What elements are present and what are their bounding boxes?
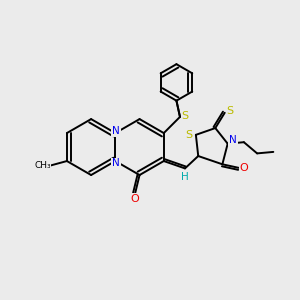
Text: CH₃: CH₃ [34, 161, 51, 170]
Text: O: O [131, 194, 140, 204]
Text: S: S [185, 130, 192, 140]
Text: N: N [112, 158, 120, 168]
Text: N: N [112, 126, 120, 136]
Text: N: N [229, 135, 237, 145]
Text: O: O [239, 163, 248, 173]
Text: S: S [182, 111, 189, 121]
Text: H: H [181, 172, 189, 182]
Text: S: S [226, 106, 234, 116]
